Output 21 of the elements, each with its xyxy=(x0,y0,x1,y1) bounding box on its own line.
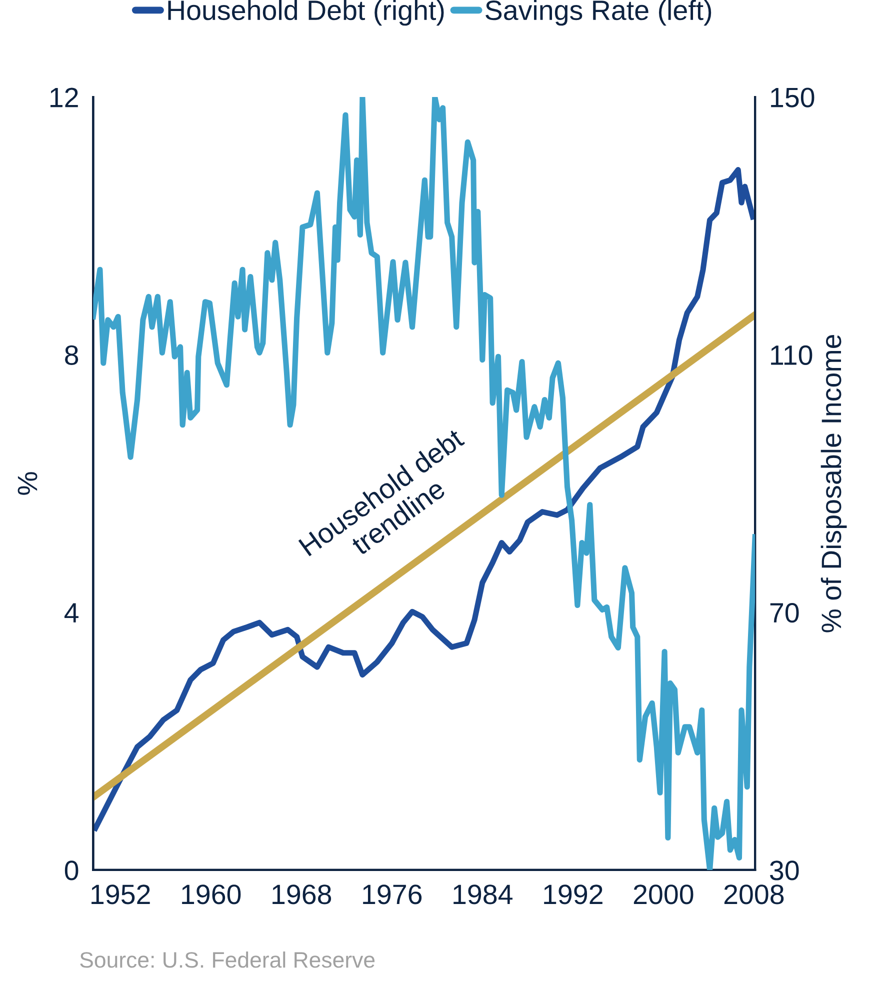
y2-tick-label: 110 xyxy=(771,345,812,366)
legend-label: Household Debt (right) xyxy=(168,0,444,26)
y2-tick-label: 70 xyxy=(770,602,799,623)
y2-tick-label: 150 xyxy=(771,88,814,108)
x-tick-label: 1976 xyxy=(363,884,422,904)
x-tick-label: 1952 xyxy=(92,884,150,904)
y-tick-label: 4 xyxy=(64,603,78,622)
x-tick-label: 1984 xyxy=(454,884,512,904)
y-tick-label: 0 xyxy=(64,860,78,880)
y-axis-title: % xyxy=(18,472,38,495)
legend-label: Savings Rate (left) xyxy=(486,0,712,26)
y-tick-label: 12 xyxy=(50,88,78,108)
x-tick-label: 2008 xyxy=(724,884,784,904)
x-tick-label: 1968 xyxy=(272,884,332,904)
x-tick-label: 2000 xyxy=(634,884,694,904)
x-tick-label: 1960 xyxy=(182,884,241,904)
y-tick-label: 8 xyxy=(65,345,78,366)
y2-axis-title: % of Disposable Income xyxy=(820,334,847,632)
source-note: Source: U.S. Federal Reserve xyxy=(80,951,375,968)
y2-tick-label: 30 xyxy=(770,860,799,880)
x-tick-label: 1992 xyxy=(544,884,602,904)
